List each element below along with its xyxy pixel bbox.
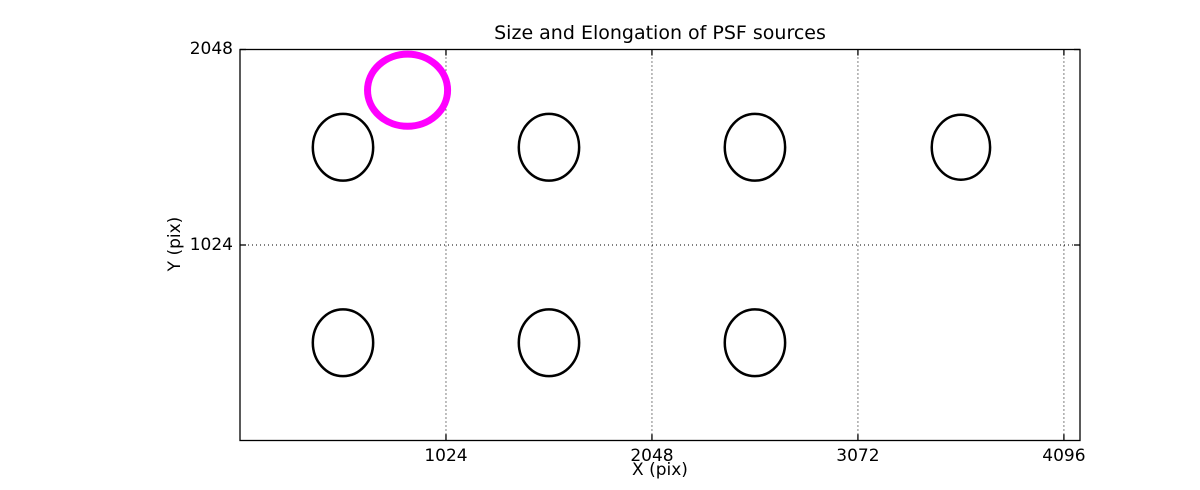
psf-ellipse (517, 308, 581, 378)
x-tick-label: 1024 (424, 446, 468, 466)
y-tick-label: 1024 (189, 234, 233, 255)
psf-ellipse (723, 308, 787, 378)
psf-ellipse (723, 112, 787, 182)
x-axis-label: X (pix) (632, 460, 688, 480)
x-tick-label: 4096 (1042, 446, 1086, 466)
psf-ellipse (930, 113, 992, 181)
psf-ellipse (311, 308, 375, 378)
psf-ellipse (311, 112, 375, 182)
flagged-psf-ellipse (364, 50, 452, 130)
x-tick-label: 3072 (836, 446, 880, 466)
x-tick-label: 2048 (630, 446, 674, 466)
psf-ellipse (517, 112, 581, 182)
y-tick-label: 2048 (189, 39, 233, 59)
chart-title: Size and Elongation of PSF sources (494, 22, 826, 44)
